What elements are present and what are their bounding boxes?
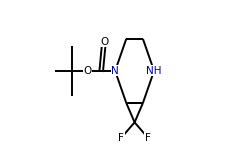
Text: O: O (100, 37, 108, 47)
Text: F: F (119, 133, 124, 143)
Text: O: O (83, 66, 91, 76)
Text: N: N (111, 66, 119, 76)
Text: F: F (145, 133, 151, 143)
Text: NH: NH (146, 66, 162, 76)
